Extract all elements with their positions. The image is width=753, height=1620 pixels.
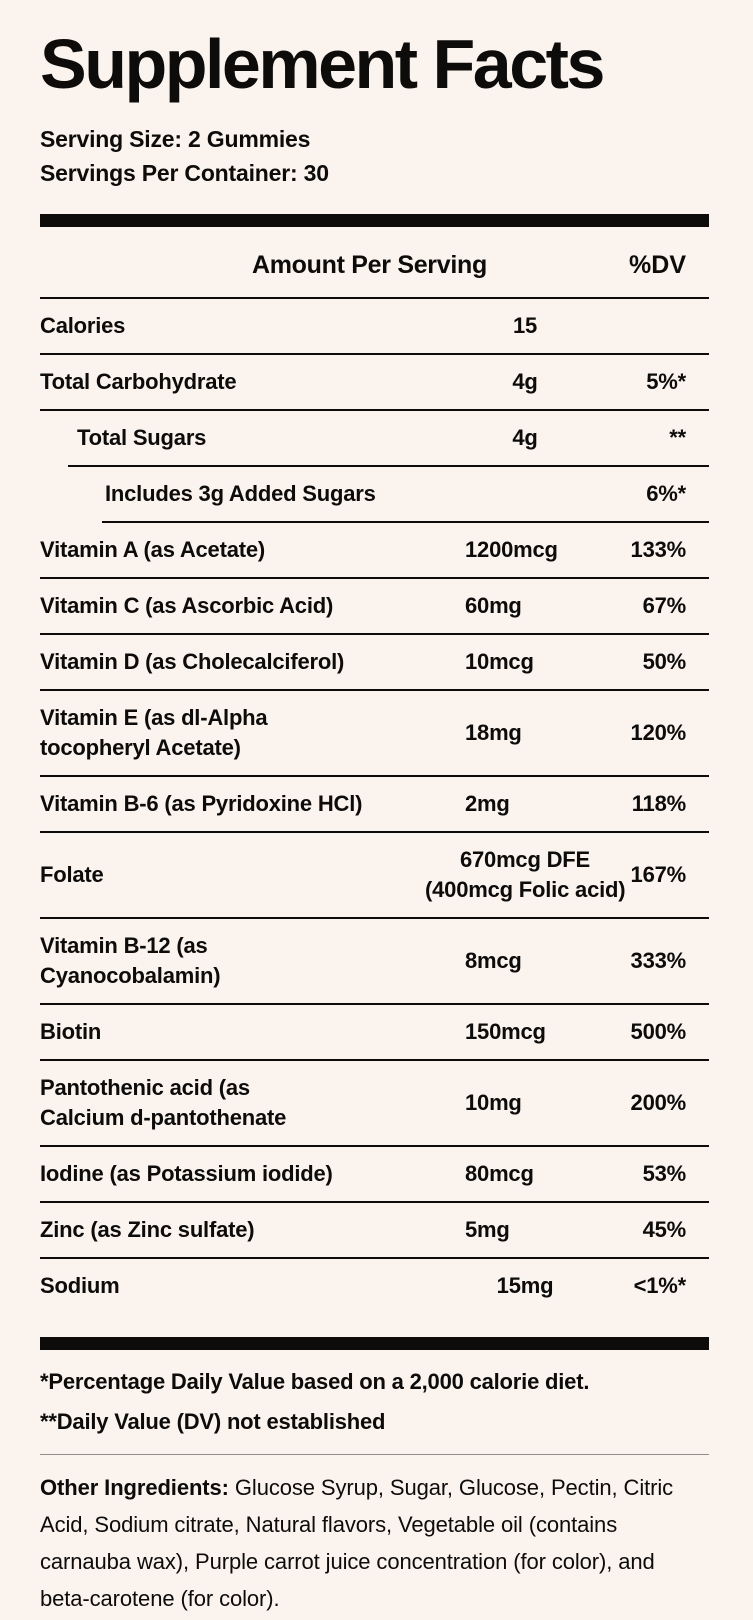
row-divider	[40, 353, 709, 355]
nutrient-label: Calories	[40, 313, 126, 338]
row-divider	[40, 1145, 709, 1147]
row-divider	[40, 577, 709, 579]
nutrient-label: Zinc (as Zinc sulfate)	[40, 1217, 255, 1242]
amount-value: 5mg	[465, 1217, 510, 1242]
dv-value: <1%*	[633, 1273, 687, 1298]
nutrient-label: Folate	[40, 862, 104, 887]
nutrient-row: Vitamin A (as Acetate) 1200mcg 133%	[40, 523, 709, 577]
amount-value: 10mg	[465, 1090, 522, 1115]
dv-value: 167%	[630, 862, 687, 887]
row-divider	[68, 465, 709, 467]
dv-value: 67%	[642, 593, 687, 618]
row-divider	[40, 917, 709, 919]
row-divider	[40, 1059, 709, 1061]
nutrient-row: Vitamin B-12 (as Cyanocobalamin) 8mcg 333%	[40, 919, 709, 1003]
amount-value: 10mcg	[465, 649, 534, 674]
amount-value: 4g	[512, 425, 538, 450]
nutrient-row: Iodine (as Potassium iodide) 80mcg 53%	[40, 1147, 709, 1201]
nutrient-row: Sodium 15mg <1%*	[40, 1259, 709, 1313]
nutrient-label: Pantothenic acid (as Calcium d-pantothen…	[40, 1075, 287, 1130]
nutrient-label: Total Sugars	[77, 425, 207, 450]
nutrient-label: Total Carbohydrate	[40, 369, 237, 394]
amount-value: 15	[512, 313, 538, 338]
dv-value: 118%	[631, 791, 686, 816]
nutrient-row: Vitamin C (as Ascorbic Acid) 60mg 67%	[40, 579, 709, 633]
footnote-divider	[40, 1454, 709, 1455]
other-ingredients-text: Glucose Syrup, Sugar, Glucose, Pectin, C…	[40, 1475, 674, 1611]
nutrient-label: Vitamin B-12 (as Cyanocobalamin)	[40, 933, 221, 988]
nutrient-label: Biotin	[40, 1019, 102, 1044]
amount-value: 8mcg	[465, 948, 522, 973]
nutrient-row: Includes 3g Added Sugars 6%*	[40, 467, 709, 521]
dv-value: **	[669, 425, 686, 450]
row-divider	[40, 633, 709, 635]
nutrient-label: Vitamin D (as Cholecalciferol)	[40, 649, 345, 674]
nutrient-label: Includes 3g Added Sugars	[105, 481, 376, 506]
servings-per-container: Servings Per Container: 30	[40, 160, 329, 186]
dv-value: 200%	[630, 1090, 687, 1115]
dv-header: %DV	[629, 251, 686, 279]
amount-value: 80mcg	[465, 1161, 534, 1186]
dv-value: 53%	[642, 1161, 687, 1186]
amount-value: 15mg	[496, 1273, 554, 1298]
dv-value: 120%	[630, 720, 687, 745]
other-ingredients-label: Other Ingredients:	[40, 1475, 229, 1500]
row-divider	[40, 831, 709, 833]
row-divider	[40, 775, 709, 777]
amount-per-serving-header: Amount Per Serving	[252, 251, 487, 279]
nutrient-row: Total Carbohydrate 4g 5%*	[40, 355, 709, 409]
dv-value: 50%	[642, 649, 687, 674]
row-divider	[40, 1003, 709, 1005]
dv-value: 333%	[630, 948, 687, 973]
amount-value: 4g	[512, 369, 538, 394]
page-title: Supplement Facts	[40, 25, 605, 103]
footnote-daily-value: *Percentage Daily Value based on a 2,000…	[40, 1369, 590, 1394]
nutrient-row: Calories 15	[40, 299, 709, 353]
dv-value: 500%	[630, 1019, 687, 1044]
nutrient-row: Zinc (as Zinc sulfate) 5mg 45%	[40, 1203, 709, 1257]
row-divider	[40, 1201, 709, 1203]
row-divider	[40, 689, 709, 691]
nutrient-row: Vitamin D (as Cholecalciferol) 10mcg 50%	[40, 635, 709, 689]
serving-info: Serving Size: 2 Gummies Servings Per Con…	[40, 122, 709, 190]
row-divider	[102, 521, 709, 523]
nutrient-row: Vitamin E (as dl-Alpha tocopheryl Acetat…	[40, 691, 709, 775]
footnote-dv-not-established: **Daily Value (DV) not established	[40, 1409, 386, 1434]
amount-value: 18mg	[465, 720, 522, 745]
table-bottom-bar	[40, 1337, 709, 1350]
nutrient-row: Vitamin B-6 (as Pyridoxine HCl) 2mg 118%	[40, 777, 709, 831]
dv-value: 133%	[630, 537, 687, 562]
nutrient-row: Biotin 150mcg 500%	[40, 1005, 709, 1059]
amount-value: 60mg	[465, 593, 522, 618]
amount-value: 1200mcg	[465, 537, 558, 562]
dv-value: 5%*	[646, 369, 686, 394]
nutrient-label: Vitamin C (as Ascorbic Acid)	[40, 593, 334, 618]
nutrient-row: Pantothenic acid (as Calcium d-pantothen…	[40, 1061, 709, 1145]
dv-value: 45%	[642, 1217, 687, 1242]
footnotes: *Percentage Daily Value based on a 2,000…	[40, 1362, 709, 1442]
nutrient-row: Folate 670mcg DFE (400mcg Folic acid) 167%	[40, 833, 709, 917]
table-header-row: Amount Per Serving %DV	[40, 227, 709, 299]
nutrient-label: Vitamin B-6 (as Pyridoxine HCl)	[40, 791, 363, 816]
other-ingredients: Other Ingredients: Glucose Syrup, Sugar,…	[40, 1469, 709, 1617]
nutrient-row: Total Sugars 4g **	[40, 411, 709, 465]
row-divider	[40, 1257, 709, 1259]
nutrient-label: Sodium	[40, 1273, 120, 1298]
nutrient-label: Vitamin A (as Acetate)	[40, 537, 266, 562]
dv-value: 6%*	[646, 481, 686, 506]
nutrient-label: Vitamin E (as dl-Alpha tocopheryl Acetat…	[40, 705, 268, 760]
amount-value: 2mg	[465, 791, 510, 816]
serving-size: Serving Size: 2 Gummies	[40, 126, 311, 152]
amount-value: 150mcg	[465, 1019, 546, 1044]
row-divider	[40, 409, 709, 411]
amount-value: 670mcg DFE (400mcg Folic acid)	[425, 847, 626, 902]
nutrient-table: Calories 15 Total Carbohydrate 4g 5%* Total S…	[40, 299, 709, 1313]
table-top-bar	[40, 214, 709, 227]
nutrient-label: Iodine (as Potassium iodide)	[40, 1161, 333, 1186]
